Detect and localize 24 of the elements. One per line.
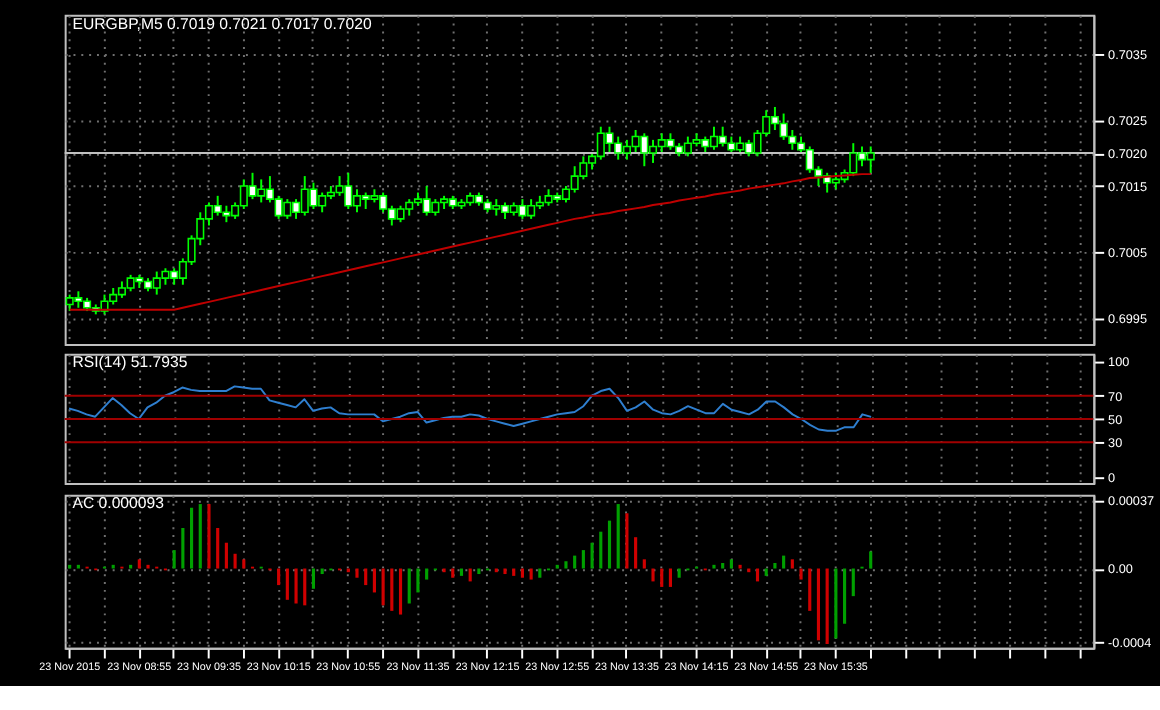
candlestick <box>640 132 649 168</box>
candlestick <box>422 184 431 217</box>
candlestick <box>657 132 666 155</box>
candlestick <box>849 142 858 178</box>
candlestick <box>274 194 283 220</box>
candlestick <box>309 181 318 210</box>
candlestick <box>631 129 640 155</box>
candlestick <box>248 171 257 201</box>
candlestick <box>152 270 161 296</box>
candlestick <box>352 188 362 214</box>
candlestick <box>718 125 727 148</box>
candlestick <box>605 125 614 155</box>
chart-title: AC 0.000093 <box>72 494 166 513</box>
candlestick <box>344 171 353 210</box>
candlestick <box>866 145 875 174</box>
candlestick <box>857 145 867 168</box>
candlestick <box>213 194 222 217</box>
candlestick <box>709 125 719 151</box>
chart-title: RSI(14) 51.7935 <box>72 353 189 372</box>
candlestick <box>283 198 292 220</box>
chart-title: EURGBP,M5 0.7019 0.7021 0.7017 0.7020 <box>72 14 373 33</box>
candlestick <box>648 138 658 164</box>
candlestick <box>518 198 527 220</box>
line-series <box>68 385 873 432</box>
